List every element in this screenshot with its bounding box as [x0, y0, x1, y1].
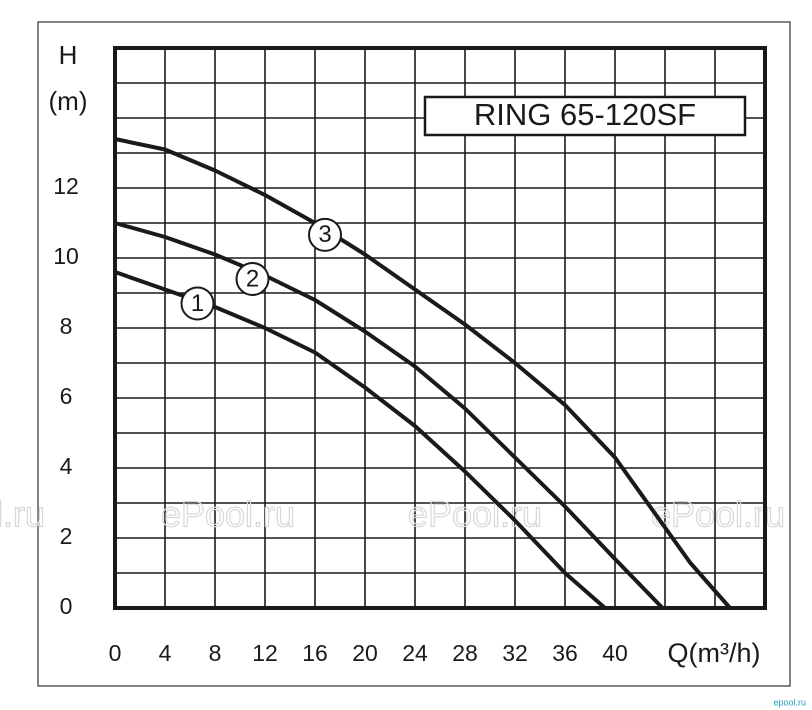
title-box	[423, 95, 747, 137]
curve-label-circle	[180, 286, 215, 321]
outer-frame	[37, 21, 791, 687]
chart-title: RING 65-120SF	[474, 97, 696, 132]
watermark: ePool.ru	[161, 494, 295, 535]
y-tick-label: 6	[60, 383, 73, 409]
x-tick-label: 32	[502, 640, 528, 666]
watermark: ePool.ru	[0, 494, 45, 535]
x-axis-label: Q(m³/h)	[668, 638, 761, 668]
x-tick-label: 0	[109, 640, 122, 666]
curve-label-circle	[235, 262, 270, 296]
x-tick-label: 24	[402, 640, 428, 666]
x-tick-label: 36	[552, 640, 578, 666]
y-axis-label: (m)	[49, 86, 88, 116]
x-tick-label: 16	[302, 640, 328, 666]
footer-mark: epool.ru	[773, 697, 806, 707]
y-tick-label: 4	[60, 453, 73, 479]
y-tick-label: 0	[60, 593, 73, 619]
x-tick-label: 40	[602, 640, 628, 666]
x-tick-label: 12	[252, 640, 278, 666]
curve-label: 2	[246, 265, 259, 292]
x-tick-label: 8	[209, 640, 222, 666]
pump-curve	[114, 221, 664, 610]
x-tick-label: 20	[352, 640, 378, 666]
y-tick-label: 2	[60, 523, 73, 549]
x-tick-label: 28	[452, 640, 478, 666]
grid	[115, 48, 765, 608]
curve-label-circle	[308, 217, 342, 252]
pump-curve	[114, 137, 732, 610]
curves: 1 2 3	[114, 137, 732, 610]
y-tick-label: 12	[53, 173, 79, 199]
curve-label: 1	[191, 290, 204, 317]
x-tick-label: 4	[159, 640, 172, 666]
plot-border	[113, 46, 767, 610]
curve-label: 3	[318, 221, 331, 248]
y-tick-label: 8	[60, 313, 73, 339]
y-axis-label: H	[59, 40, 78, 70]
y-tick-label: 10	[53, 243, 79, 269]
pump-curve	[114, 270, 607, 610]
